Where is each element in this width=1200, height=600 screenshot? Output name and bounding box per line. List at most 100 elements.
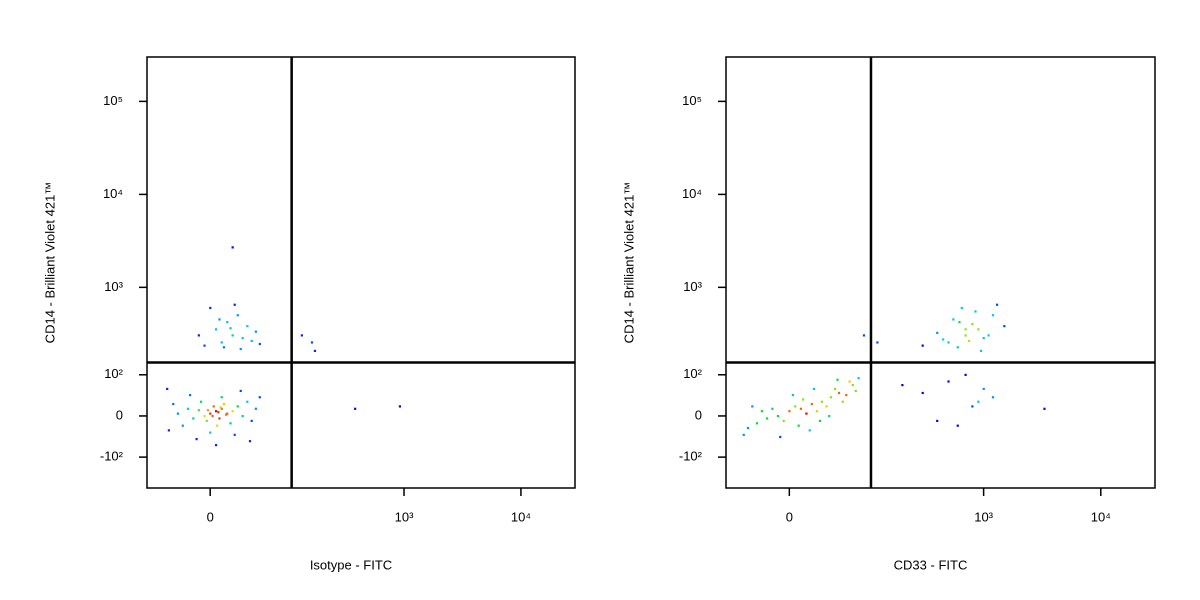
event-dot: [936, 419, 939, 423]
event-dot: [214, 410, 218, 413]
event-dot: [239, 347, 242, 351]
event-dot: [742, 433, 745, 436]
event-dot: [921, 391, 924, 395]
event-dot: [246, 400, 249, 403]
event-dot: [837, 391, 841, 395]
event-dot: [834, 387, 837, 391]
event-dot: [751, 405, 754, 408]
event-dot: [982, 336, 985, 340]
event-dot: [199, 400, 203, 403]
y-tick-label: 10²: [104, 366, 123, 381]
event-dot: [845, 394, 848, 397]
event-dot: [765, 417, 769, 420]
event-dot: [958, 321, 961, 324]
event-dot: [797, 424, 800, 427]
plot: 0 10³ 10⁴ -10² 0 10² 10³ 10⁴ 10⁵ CD33 - FITC CD14 …: [621, 56, 1156, 572]
event-dot: [971, 322, 974, 326]
event-dot: [206, 409, 210, 412]
event-dot: [310, 341, 314, 344]
x-axis-label: Isotype - FITC: [310, 557, 392, 572]
y-tick-label: 10⁵: [682, 93, 702, 108]
event-dot: [197, 409, 200, 412]
event-dot: [195, 438, 198, 441]
event-dot: [236, 405, 239, 408]
event-dot: [960, 306, 963, 310]
event-dot: [197, 334, 200, 337]
event-dot: [964, 373, 967, 376]
y-tick-label: 0: [695, 407, 702, 422]
event-dot: [246, 325, 249, 328]
x-tick-label: 10⁴: [1091, 509, 1111, 524]
event-dot: [219, 406, 222, 409]
event-dot: [791, 394, 794, 397]
event-dot: [222, 346, 226, 349]
event-dot: [991, 396, 995, 399]
event-dot: [236, 314, 239, 317]
event-dot: [167, 429, 170, 432]
event-dot: [233, 303, 236, 306]
event-dot: [980, 349, 983, 352]
event-dot: [818, 419, 822, 423]
y-tick-label: -10²: [679, 449, 703, 464]
event-dot: [921, 344, 924, 347]
event-dot: [205, 419, 208, 423]
event-dot: [876, 341, 879, 344]
y-axis-label: CD14 - Brilliant Violet 421™: [42, 182, 57, 344]
event-dot: [746, 426, 750, 430]
event-dot: [828, 414, 831, 418]
y-tick-label: -10²: [100, 449, 124, 464]
event-dot: [857, 376, 860, 380]
event-dot: [952, 318, 955, 321]
event-dot: [974, 310, 977, 313]
event-dot: [231, 334, 234, 337]
event-dot: [209, 412, 212, 415]
event-dot: [231, 410, 234, 413]
event-dot: [771, 407, 774, 410]
event-dot: [942, 338, 945, 341]
event-dot: [815, 410, 819, 413]
event-dot: [788, 410, 791, 413]
event-dot: [188, 394, 192, 397]
event-dot: [799, 407, 802, 410]
event-dot: [782, 419, 785, 423]
x-tick-label: 0: [786, 509, 793, 524]
event-dot: [313, 349, 317, 352]
event-dot: [214, 444, 218, 447]
y-tick-label: 10³: [104, 279, 123, 294]
event-dot: [172, 402, 175, 406]
event-dot: [956, 424, 959, 427]
event-dot: [947, 341, 950, 344]
y-tick-label: 10⁵: [103, 93, 123, 108]
event-dot: [220, 341, 223, 344]
event-dot: [176, 412, 179, 415]
event-dot: [1043, 407, 1046, 410]
plot: 0 10³ 10⁴ -10² 0 10² 10³ 10⁴ 10⁵ Isotype - FITC CD…: [42, 56, 576, 572]
event-dot: [776, 414, 780, 418]
x-axis-label: CD33 - FITC: [894, 557, 968, 572]
event-dot: [794, 405, 797, 408]
event-dot: [218, 318, 221, 321]
event-dot: [225, 413, 228, 416]
event-dot: [964, 328, 967, 331]
event-dot: [1003, 325, 1006, 328]
event-dot: [233, 433, 236, 436]
event-dot: [250, 339, 253, 343]
event-dot: [222, 402, 226, 406]
x-tick-label: 10³: [395, 509, 414, 524]
plot-frame: [725, 56, 1156, 489]
event-dot: [808, 429, 811, 432]
event-dot: [755, 422, 759, 425]
event-dot: [216, 424, 219, 427]
event-dot: [209, 306, 212, 310]
event-dot: [186, 407, 190, 410]
event-dot: [968, 339, 971, 343]
event-dot: [250, 419, 253, 423]
plot-frame: [146, 56, 576, 489]
event-dot: [258, 342, 261, 346]
event-dot: [254, 407, 257, 410]
y-tick-label: 10³: [683, 279, 702, 294]
event-dot: [254, 330, 257, 333]
event-dot: [971, 405, 974, 408]
event-dot: [977, 400, 980, 403]
event-dot: [258, 396, 261, 399]
